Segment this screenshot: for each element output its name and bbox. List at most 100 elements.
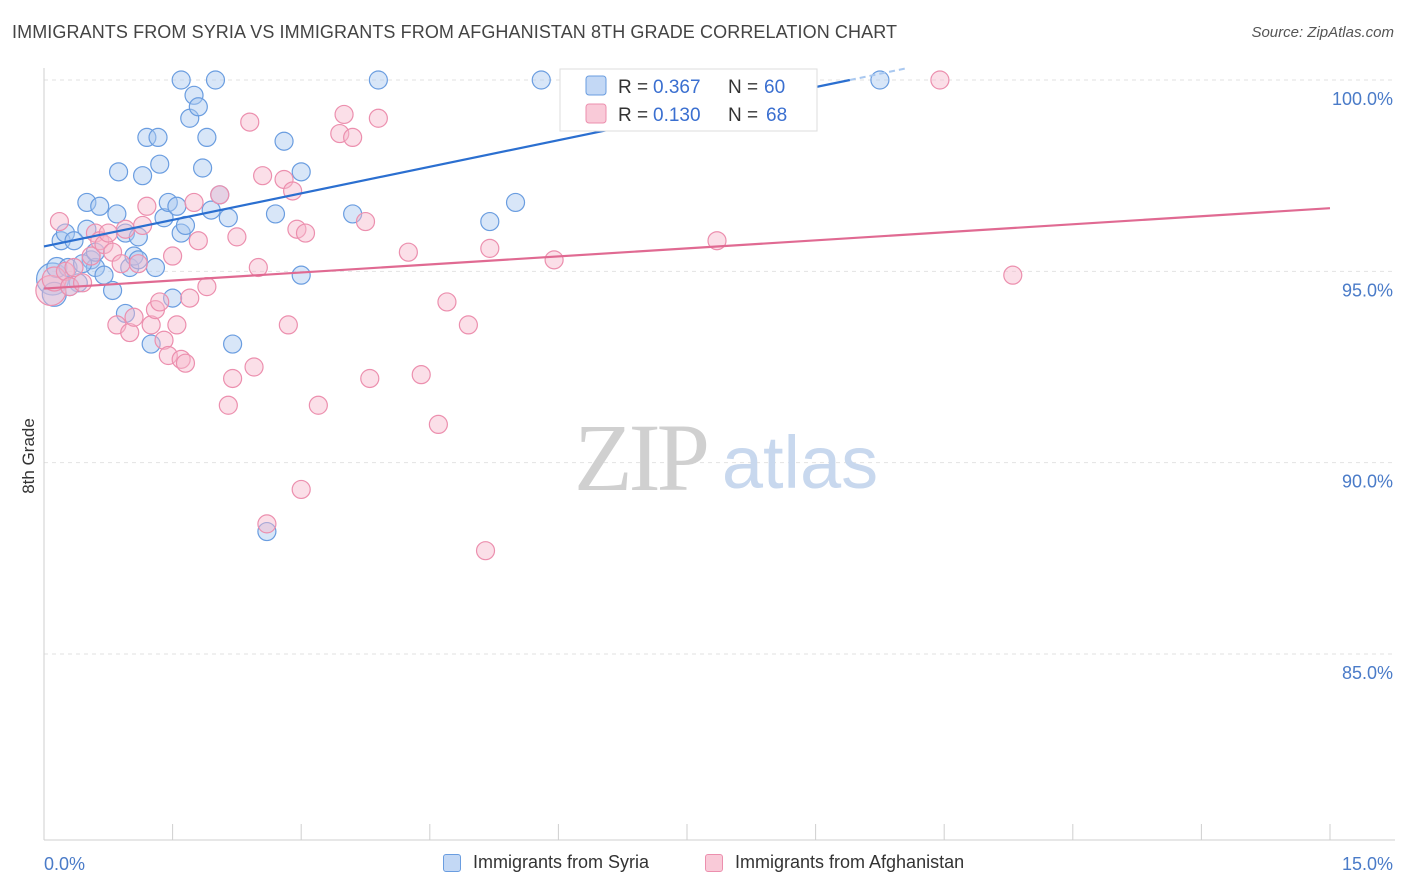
afghanistan-point bbox=[163, 246, 183, 266]
afghanistan-point bbox=[257, 514, 277, 534]
afghanistan-point bbox=[334, 104, 354, 125]
syria-point bbox=[291, 265, 311, 285]
bottom-legend-item-afghanistan[interactable]: Immigrants from Afghanistan bbox=[705, 852, 964, 873]
x-tick-labels: 0.0% 15.0% bbox=[44, 854, 1393, 874]
afghanistan-point bbox=[368, 108, 388, 128]
syria-point bbox=[531, 70, 551, 90]
y-tick-label-85: 85.0% bbox=[1342, 663, 1393, 683]
syria-point bbox=[132, 166, 153, 186]
afghanistan-point bbox=[475, 541, 496, 561]
syria-point bbox=[108, 162, 129, 182]
afghanistan-point bbox=[180, 288, 200, 308]
afghanistan-trendline bbox=[43, 207, 1331, 290]
afghanistan-point bbox=[437, 292, 457, 312]
syria-point bbox=[257, 521, 277, 542]
syria-point bbox=[368, 70, 388, 90]
syria-point bbox=[167, 196, 187, 216]
syria-point bbox=[77, 192, 97, 213]
afghanistan-point bbox=[120, 322, 140, 343]
y-tick-labels: 85.0% 90.0% 95.0% 100.0% bbox=[1332, 89, 1393, 683]
afghanistan-point bbox=[158, 345, 178, 366]
syria-point bbox=[184, 85, 204, 105]
syria-point bbox=[163, 288, 183, 308]
y-tick-label-95: 95.0% bbox=[1342, 280, 1393, 300]
syria-point bbox=[90, 196, 110, 216]
chart-title: IMMIGRANTS FROM SYRIA VS IMMIGRANTS FROM… bbox=[12, 22, 898, 42]
x-tick-label-max: 15.0% bbox=[1342, 854, 1393, 874]
afghanistan-point bbox=[480, 238, 500, 258]
afghanistan-point bbox=[398, 242, 418, 262]
y-axis-label: 8th Grade bbox=[19, 418, 38, 494]
syria-point bbox=[480, 211, 500, 232]
stats-legend: R = 0.367 N = 60 R = 0.130 N = 68 bbox=[559, 68, 818, 132]
afghanistan-point bbox=[167, 315, 187, 335]
syria-point bbox=[150, 154, 170, 174]
y-tick-label-100: 100.0% bbox=[1332, 89, 1393, 109]
syria-point bbox=[141, 334, 161, 354]
afghanistan-point bbox=[223, 368, 243, 389]
syria-point bbox=[218, 208, 238, 228]
afghanistan-point bbox=[154, 330, 174, 350]
syria-point bbox=[274, 131, 294, 151]
afghanistan-point bbox=[355, 211, 376, 232]
afghanistan-point bbox=[278, 315, 298, 335]
afghanistan-point bbox=[291, 479, 311, 500]
syria-point bbox=[265, 204, 286, 224]
afghanistan-point bbox=[253, 166, 273, 186]
syria-point bbox=[505, 192, 526, 213]
afghanistan-point bbox=[81, 246, 101, 266]
syria-point bbox=[107, 204, 127, 224]
afghanistan-point bbox=[188, 231, 208, 251]
afghanistan-point bbox=[72, 273, 93, 293]
syria-point bbox=[205, 70, 226, 90]
afghanistan-point bbox=[197, 277, 217, 297]
axes bbox=[43, 68, 1395, 841]
afghanistan-point bbox=[244, 357, 264, 377]
watermark-atlas: atlas bbox=[722, 421, 878, 504]
syria-point bbox=[145, 257, 166, 278]
afghanistan-point bbox=[458, 315, 478, 335]
syria-point bbox=[197, 127, 217, 147]
afghanistan-point bbox=[308, 395, 328, 415]
afghanistan-point bbox=[64, 257, 84, 278]
afghanistan-point bbox=[210, 185, 230, 205]
afghanistan-point bbox=[544, 250, 564, 270]
legend-swatch-afghanistan-icon bbox=[705, 853, 723, 872]
afghanistan-point bbox=[184, 192, 204, 213]
bottom-legend: Immigrants from Syria Immigrants from Af… bbox=[0, 852, 1406, 878]
x-tick-label-min: 0.0% bbox=[44, 854, 85, 874]
afghanistan-point bbox=[240, 112, 260, 132]
legend-n-label-afghanistan: N = bbox=[728, 105, 758, 126]
afghanistan-point bbox=[343, 127, 363, 147]
syria-point bbox=[291, 162, 311, 182]
afghanistan-point bbox=[175, 353, 196, 373]
syria-point bbox=[188, 97, 208, 117]
bottom-legend-item-syria[interactable]: Immigrants from Syria bbox=[443, 852, 649, 873]
afghanistan-point bbox=[141, 315, 161, 335]
legend-n-value-syria: 60 bbox=[764, 77, 785, 98]
afghanistan-point bbox=[248, 257, 268, 278]
syria-point bbox=[171, 70, 191, 90]
afghanistan-point bbox=[111, 254, 131, 274]
afghanistan-point bbox=[295, 223, 316, 243]
afghanistan-point bbox=[49, 211, 70, 232]
series-afghanistan-points bbox=[35, 70, 1023, 561]
bottom-legend-label-afghanistan: Immigrants from Afghanistan bbox=[735, 852, 965, 872]
watermark: ZIP atlas bbox=[574, 404, 878, 511]
afghanistan-point bbox=[128, 254, 148, 274]
legend-n-value-afghanistan: 68 bbox=[766, 105, 787, 126]
legend-r-label-syria: R = bbox=[618, 77, 648, 98]
syria-point bbox=[148, 127, 168, 147]
chart-source: Source: ZipAtlas.com bbox=[1251, 24, 1394, 41]
afghanistan-point bbox=[1003, 265, 1023, 285]
afghanistan-point bbox=[360, 368, 380, 389]
watermark-zip: ZIP bbox=[574, 404, 707, 511]
afghanistan-point bbox=[150, 292, 170, 312]
afghanistan-point bbox=[330, 123, 350, 144]
syria-point bbox=[102, 280, 123, 301]
legend-r-label-afghanistan: R = bbox=[618, 105, 648, 126]
afghanistan-point bbox=[137, 196, 157, 216]
afghanistan-point bbox=[411, 365, 431, 385]
syria-point bbox=[223, 334, 243, 354]
